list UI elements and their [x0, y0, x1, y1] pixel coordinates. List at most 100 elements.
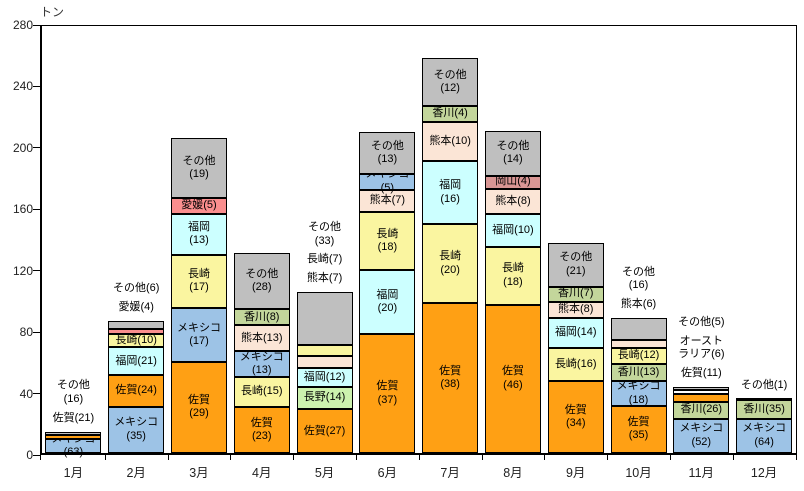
bar-segment-メキシコ: メキシコ (64): [736, 418, 793, 453]
x-tick-label: 2月: [126, 466, 146, 480]
bar-segment-佐賀: 佐賀(24): [108, 375, 165, 407]
y-tick-label: 280: [12, 18, 33, 32]
bar-segment-メキシコ: メキシコ(63): [45, 433, 102, 458]
segment-label: 佐賀 (23): [250, 416, 273, 443]
bar-segment-熊本: 熊本(8): [484, 188, 541, 215]
y-tick-label: 80: [19, 325, 33, 340]
segment-label: 長崎 (20): [439, 250, 462, 276]
bar-segment-その他: その他 (12): [422, 58, 479, 106]
bar-segment-佐賀: 佐賀 (34): [547, 381, 604, 453]
segment-label: その他 (14): [496, 139, 530, 166]
bar-segment-福岡: 福岡(21): [108, 347, 165, 376]
bar-5月: 佐賀(27) 長野(14) 福岡(12): [296, 291, 353, 453]
segment-label: 長崎(15): [240, 385, 283, 398]
bar-3月: 佐賀 (29) メキシコ (17) 長崎 (17) 福岡 (13) 愛媛(5) その他 (…: [170, 138, 227, 453]
segment-label: 福岡 (13): [187, 220, 210, 247]
x-tick-label: 12月: [750, 466, 778, 480]
y-tick-mark: [33, 85, 40, 87]
outside-segment-label: 長崎(7): [306, 253, 343, 266]
y-tick-mark: [33, 393, 40, 395]
bar-4月: 佐賀 (23) 長崎(15) メキシコ(13) 熊本(13) 香川(8) その他 (28): [233, 253, 290, 453]
bar-segment-その他: その他 (13): [359, 132, 416, 174]
segment-label: その他 (19): [182, 154, 216, 181]
x-tick-mark: [104, 455, 106, 460]
y-tick-mark: [33, 147, 40, 149]
segment-label: 岡山(4): [495, 175, 531, 188]
segment-label: 長崎(16): [554, 357, 597, 370]
segment-label: 佐賀 (38): [439, 364, 462, 391]
segment-label: その他 (13): [370, 139, 404, 165]
bar-1月: メキシコ(63): [45, 431, 102, 458]
x-tick-label: 7月: [440, 466, 460, 480]
bar-segment-長野: 長野(14): [296, 386, 353, 410]
bar-outside-labels: その他(6) 愛媛(4): [104, 282, 168, 319]
bar-segment-岡山: 岡山(4): [484, 175, 541, 189]
bar-8月: 佐賀 (46) 長崎 (18) 福岡(10) 熊本(8) 岡山(4) その他 (14): [484, 130, 541, 453]
bar-outside-labels: その他 (16) 佐賀(21): [41, 379, 105, 429]
segment-label: 福岡 (20): [376, 288, 399, 315]
x-tick-label: 3月: [189, 466, 209, 480]
segment-label: メキシコ (64): [742, 422, 787, 448]
bar-segment-長崎: [296, 345, 353, 357]
bar-segment-その他: [673, 387, 730, 391]
bar-segment-その他: [45, 431, 102, 435]
segment-label: 佐賀(24): [115, 384, 157, 397]
bar-segment-佐賀: 佐賀 (35): [610, 405, 667, 453]
segment-label: メキシコ(18): [616, 380, 661, 406]
x-tick-mark: [230, 455, 232, 460]
bar-segment-福岡: 福岡 (13): [170, 213, 227, 255]
bar-segment-メキシコ: メキシコ (17): [170, 308, 227, 362]
outside-segment-label: その他 (16): [622, 265, 656, 292]
bar-segment-愛媛: [108, 328, 165, 335]
bar-6月: 佐賀 (37) 福岡 (20) 長崎 (18) 熊本(7) メキシコ(5) その他 (13…: [359, 132, 416, 453]
bar-segment-その他: [108, 320, 165, 329]
segment-label: 香川(8): [244, 310, 280, 323]
segment-label: 佐賀 (35): [627, 415, 650, 442]
bar-segment-長崎: 長崎(12): [610, 347, 667, 364]
y-tick-mark: [33, 270, 40, 272]
segment-label: 香川(4): [432, 106, 468, 119]
bar-segment-長崎: 長崎 (18): [359, 212, 416, 271]
segment-label: メキシコ (52): [679, 422, 724, 448]
bar-segment-メキシコ: メキシコ(13): [233, 350, 290, 378]
y-tick-label: 0: [26, 448, 33, 462]
segment-label: メキシコ(13): [239, 350, 284, 377]
bar-segment-オーストラリア: [673, 390, 730, 395]
bar-segment-佐賀: 佐賀 (46): [484, 304, 541, 453]
outside-segment-label: 佐賀(11): [680, 367, 722, 380]
bar-segment-熊本: 熊本(7): [359, 189, 416, 213]
bar-segment-熊本: [296, 356, 353, 368]
bar-segment-その他: [296, 291, 353, 345]
segment-label: 長崎 (18): [376, 227, 399, 254]
outside-segment-label: 佐賀(21): [52, 411, 95, 424]
segment-label: 福岡(14): [554, 326, 597, 339]
y-tick-label: 200: [12, 140, 33, 155]
bar-segment-メキシコ: メキシコ (52): [673, 418, 730, 453]
x-tick-mark: [732, 455, 734, 460]
segment-label: 長崎 (18): [501, 262, 524, 288]
bar-segment-愛媛: 愛媛(5): [170, 198, 227, 214]
bar-segment-福岡: 福岡(14): [547, 318, 604, 348]
bar-segment-その他: その他 (14): [484, 130, 541, 176]
bar-12月: メキシコ (64) 香川(35): [736, 397, 793, 453]
bar-7月: 佐賀 (38) 長崎 (20) 福岡 (16) 熊本(10) 香川(4) その他 (12): [422, 58, 479, 453]
segment-label: 福岡(21): [115, 354, 157, 367]
x-tick-mark: [669, 455, 671, 460]
outside-segment-label: その他(6): [112, 282, 160, 295]
bar-segment-その他: その他 (28): [233, 253, 290, 310]
plot-area: メキシコ(63) その他 (16) 佐賀(21) メキシコ (35) 佐賀(24) 福岡(…: [40, 25, 797, 458]
bar-2月: メキシコ (35) 佐賀(24) 福岡(21) 長崎(10): [108, 320, 165, 453]
bar-11月: メキシコ (52) 香川(26): [673, 387, 730, 453]
x-tick-label: 10月: [625, 466, 652, 480]
bar-segment-福岡: 福岡(12): [296, 367, 353, 387]
bar-segment-佐賀: 佐賀 (37): [359, 334, 416, 453]
segment-label: 愛媛(5): [181, 199, 217, 212]
segment-label: 福岡 (16): [439, 179, 462, 205]
outside-segment-label: その他 (16): [56, 379, 90, 405]
segment-label: 佐賀 (37): [376, 380, 399, 406]
bar-segment-香川: 香川(26): [673, 401, 730, 419]
bar-segment-長崎: 長崎(10): [108, 334, 165, 348]
bar-segment-熊本: 熊本(13): [233, 325, 290, 352]
bar-segment-熊本: [610, 339, 667, 348]
segment-label: 熊本(13): [240, 331, 283, 344]
